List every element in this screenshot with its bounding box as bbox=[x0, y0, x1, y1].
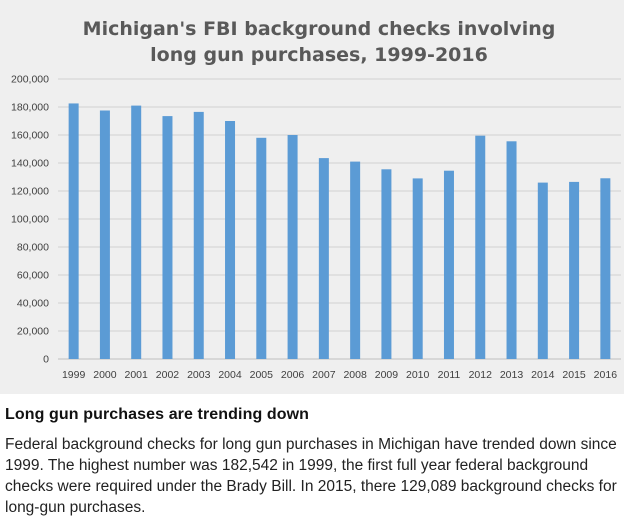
bar-2003 bbox=[193, 111, 204, 360]
x-tick-label: 2009 bbox=[375, 369, 399, 381]
x-tick-label: 2008 bbox=[343, 369, 367, 381]
caption-heading: Long gun purchases are trending down bbox=[5, 406, 310, 423]
bar-2001 bbox=[131, 105, 142, 359]
x-tick-label: 2014 bbox=[531, 369, 555, 381]
bar-2012 bbox=[475, 135, 486, 359]
y-tick-label: 80,000 bbox=[17, 242, 49, 254]
x-tick-label: 2016 bbox=[594, 369, 618, 381]
bar-1999 bbox=[68, 103, 79, 360]
gridlines bbox=[58, 78, 621, 360]
bar-chart: Michigan's FBI background checks involvi… bbox=[11, 18, 621, 381]
y-tick-label: 60,000 bbox=[17, 270, 49, 282]
x-tick-label: 2010 bbox=[406, 369, 430, 381]
x-axis-tick-labels: 1999 2000 2001 2002 2003 2004 2005 2006 2007 2008… bbox=[62, 369, 617, 381]
x-tick-label: 2002 bbox=[156, 369, 180, 381]
bar-2009 bbox=[381, 169, 392, 359]
bar-2004 bbox=[225, 121, 236, 359]
bars bbox=[68, 103, 611, 360]
chart-title-line-2: long gun purchases, 1999-2016 bbox=[150, 44, 488, 66]
y-axis-tick-labels: 0 20,000 40,000 60,000 80,000 100,000 120,000 1… bbox=[11, 74, 49, 366]
y-tick-label: 200,000 bbox=[11, 74, 49, 86]
y-tick-label: 120,000 bbox=[11, 186, 49, 198]
chart-panel: Michigan's FBI background checks involvi… bbox=[0, 0, 624, 394]
bar-2005 bbox=[256, 137, 267, 359]
y-tick-label: 0 bbox=[43, 354, 49, 366]
x-tick-label: 2003 bbox=[187, 369, 211, 381]
x-tick-label: 2005 bbox=[250, 369, 274, 381]
caption-body: Federal background checks for long gun p… bbox=[5, 436, 617, 516]
x-tick-label: 2013 bbox=[500, 369, 524, 381]
x-tick-label: 2007 bbox=[312, 369, 336, 381]
y-tick-label: 160,000 bbox=[11, 130, 49, 142]
x-tick-label: 2015 bbox=[562, 369, 586, 381]
bar-2016 bbox=[600, 178, 611, 359]
bar-2015 bbox=[569, 181, 580, 359]
bar-2002 bbox=[162, 116, 173, 359]
x-tick-label: 2000 bbox=[93, 369, 117, 381]
bar-2000 bbox=[99, 110, 110, 359]
x-tick-label: 2006 bbox=[281, 369, 305, 381]
y-tick-label: 100,000 bbox=[11, 214, 49, 226]
x-tick-label: 2012 bbox=[469, 369, 493, 381]
x-tick-label: 2011 bbox=[438, 369, 461, 381]
bar-2010 bbox=[412, 178, 423, 359]
y-tick-label: 20,000 bbox=[17, 326, 49, 338]
x-tick-label: 2004 bbox=[218, 369, 242, 381]
y-tick-label: 40,000 bbox=[17, 298, 49, 310]
bar-2014 bbox=[537, 182, 548, 359]
bar-2008 bbox=[350, 161, 361, 359]
y-tick-label: 180,000 bbox=[11, 102, 49, 114]
x-tick-label: 1999 bbox=[62, 369, 86, 381]
bar-2006 bbox=[287, 135, 298, 359]
x-tick-label: 2001 bbox=[125, 369, 149, 381]
bar-2011 bbox=[443, 170, 454, 359]
bar-2007 bbox=[318, 158, 329, 359]
bar-2013 bbox=[506, 141, 517, 359]
y-tick-label: 140,000 bbox=[11, 158, 49, 170]
chart-title-line-1: Michigan's FBI background checks involvi… bbox=[83, 18, 556, 40]
